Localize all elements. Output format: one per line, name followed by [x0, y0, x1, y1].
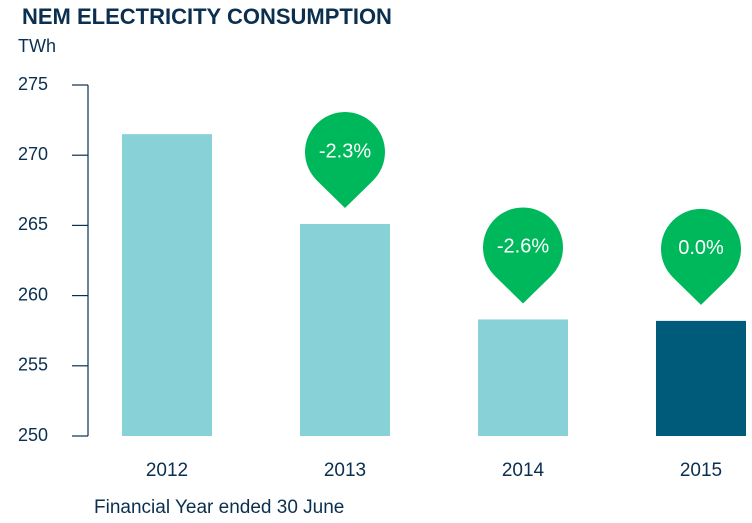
annotation-pin — [661, 208, 742, 305]
y-tick-label: 260 — [18, 284, 48, 304]
bar — [122, 134, 212, 436]
y-tick-label: 275 — [18, 74, 48, 94]
chart-title: NEM ELECTRICITY CONSUMPTION — [22, 4, 392, 29]
annotation-pin — [483, 207, 564, 304]
annotation-text: -2.3% — [319, 140, 371, 162]
y-tick-label: 265 — [18, 214, 48, 234]
bar — [656, 320, 746, 436]
y-tick-label: 255 — [18, 355, 48, 375]
annotation-text: 0.0% — [678, 237, 724, 259]
x-tick-label: 2012 — [146, 460, 188, 481]
annotation-pin — [305, 112, 385, 208]
x-axis-label: Financial Year ended 30 June — [94, 497, 344, 518]
bar — [478, 319, 568, 436]
y-axis-label: TWh — [18, 36, 56, 56]
x-tick-label: 2014 — [502, 460, 545, 481]
x-tick-label: 2015 — [680, 460, 722, 481]
bar — [300, 223, 390, 436]
annotation-text: -2.6% — [497, 236, 549, 258]
x-tick-label: 2013 — [324, 460, 366, 481]
y-tick-label: 270 — [18, 144, 48, 164]
y-tick-label: 250 — [18, 425, 48, 445]
